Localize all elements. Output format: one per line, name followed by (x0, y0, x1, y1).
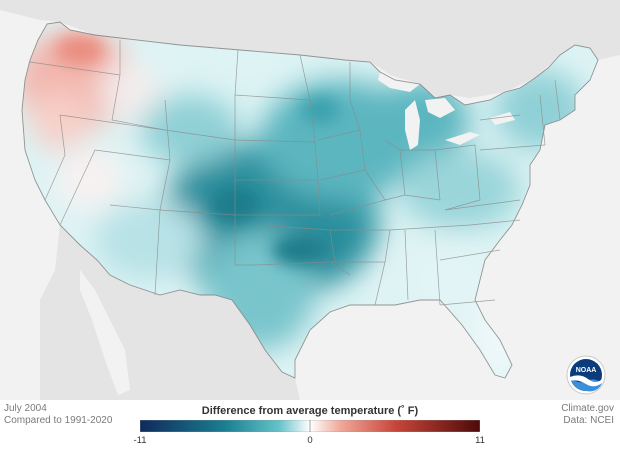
data-source-label: Data: NCEI (563, 415, 614, 426)
gulf-of-california (80, 270, 130, 395)
canada-land (0, 0, 620, 98)
legend-title: Difference from average temperature (˚ F… (201, 405, 419, 417)
period-label: July 2004 (4, 403, 47, 414)
noaa-logo: NOAA (566, 355, 606, 395)
temperature-anomaly-map (0, 0, 620, 400)
legend-max-label: 11 (475, 435, 485, 446)
source-label: Climate.gov (561, 403, 614, 414)
state-boundaries (21, 21, 599, 379)
baseline-label: Compared to 1991-2020 (4, 415, 113, 426)
legend-min-label: -11 (133, 435, 147, 446)
noaa-logo-text: NOAA (576, 367, 597, 374)
legend-mid-label: 0 (307, 435, 313, 446)
legend-color-bar (140, 420, 480, 432)
